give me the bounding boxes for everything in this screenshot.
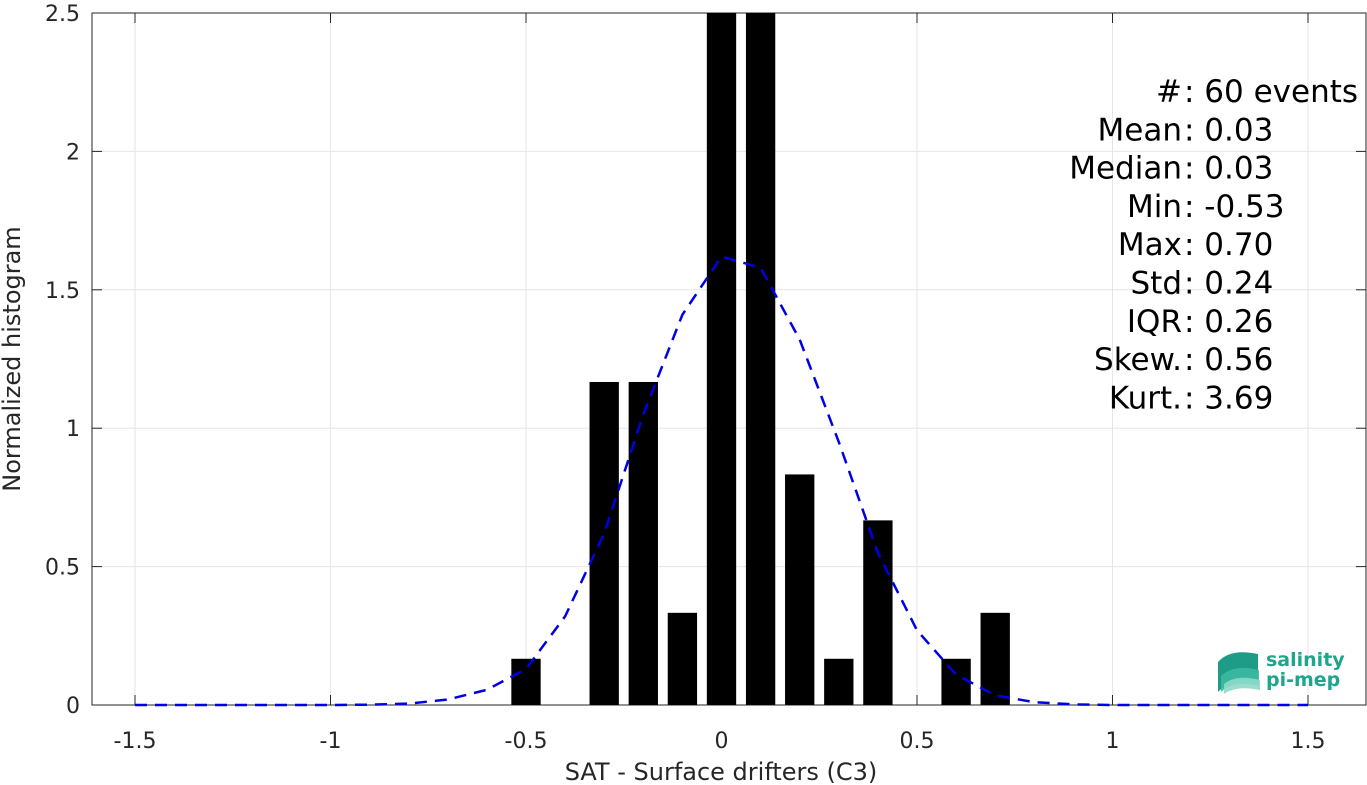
stat-label: Min bbox=[1127, 189, 1182, 225]
stat-value: : 0.24 bbox=[1184, 266, 1273, 302]
x-tick-label: 0 bbox=[715, 729, 729, 754]
y-tick-labels: 0 0.5 1 1.5 2 2.5 bbox=[45, 2, 80, 719]
stat-label: IQR bbox=[1127, 304, 1182, 340]
histogram-bar bbox=[706, 13, 737, 705]
stat-label: # bbox=[1156, 74, 1182, 110]
logo-line2: pi-mep bbox=[1266, 669, 1340, 691]
histogram-bar bbox=[511, 658, 541, 705]
histogram-bar bbox=[628, 381, 658, 705]
logo-line1: salinity bbox=[1266, 649, 1345, 671]
stat-label: Max bbox=[1118, 227, 1182, 263]
histogram-bar bbox=[785, 474, 815, 705]
y-axis-label: Normalized histogram bbox=[0, 226, 26, 491]
x-axis-label: SAT - Surface drifters (C3) bbox=[565, 758, 878, 785]
stat-label: Std bbox=[1130, 266, 1182, 302]
x-tick-label: 0.5 bbox=[900, 729, 935, 754]
histogram-bar bbox=[824, 658, 854, 705]
stat-value: : 0.70 bbox=[1184, 227, 1273, 263]
histogram-bar bbox=[863, 520, 893, 705]
stat-label: Median bbox=[1069, 151, 1182, 187]
stat-value: : 0.56 bbox=[1184, 342, 1273, 378]
stat-label: Mean bbox=[1098, 112, 1182, 148]
x-tick-label: -1 bbox=[320, 729, 342, 754]
histogram-bar bbox=[589, 381, 619, 705]
y-tick-label: 2.5 bbox=[45, 2, 80, 27]
stat-value: : 60 events bbox=[1184, 74, 1358, 110]
y-tick-label: 1 bbox=[66, 417, 80, 442]
histogram-bar bbox=[667, 612, 698, 705]
stat-label: Kurt. bbox=[1109, 380, 1182, 416]
stat-value: : 0.03 bbox=[1184, 151, 1273, 187]
stat-value: : -0.53 bbox=[1184, 189, 1285, 225]
y-tick-label: 0 bbox=[66, 694, 80, 719]
salinity-pi-mep-logo: salinity pi-mep bbox=[1218, 649, 1345, 694]
x-tick-label: 1 bbox=[1106, 729, 1120, 754]
x-tick-label: 1.5 bbox=[1291, 729, 1326, 754]
bars bbox=[511, 13, 1010, 705]
stat-value: : 3.69 bbox=[1184, 380, 1273, 416]
stat-value: : 0.26 bbox=[1184, 304, 1273, 340]
histogram-bar bbox=[941, 658, 971, 705]
y-tick-label: 2 bbox=[66, 140, 80, 165]
stat-label: Skew. bbox=[1094, 342, 1182, 378]
x-tick-labels: -1.5 -1 -0.5 0 0.5 1 1.5 bbox=[114, 729, 1326, 754]
stat-value: : 0.03 bbox=[1184, 112, 1273, 148]
logo-wave-icon bbox=[1218, 652, 1260, 694]
x-tick-label: -1.5 bbox=[114, 729, 157, 754]
histogram-bar bbox=[745, 13, 776, 705]
y-tick-label: 1.5 bbox=[45, 279, 80, 304]
x-tick-label: -0.5 bbox=[505, 729, 548, 754]
y-tick-label: 0.5 bbox=[45, 556, 80, 581]
